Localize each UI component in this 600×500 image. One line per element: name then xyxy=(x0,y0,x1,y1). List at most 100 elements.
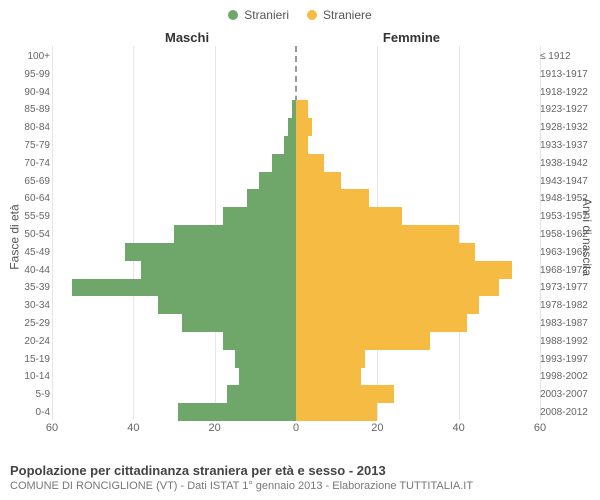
pyramid-row xyxy=(52,206,540,224)
y-tick-birth: 1958-1962 xyxy=(540,227,594,242)
legend-label-female: Straniere xyxy=(323,8,372,22)
y-tick-birth: 1983-1987 xyxy=(540,316,594,331)
y-tick-birth: 1998-2002 xyxy=(540,369,594,384)
x-tick: 60 xyxy=(46,422,58,434)
pyramid-row xyxy=(52,349,540,367)
bar-male xyxy=(239,368,296,386)
bar-female xyxy=(296,243,475,261)
y-tick-age: 80-84 xyxy=(10,120,50,135)
pyramid-row xyxy=(52,171,540,189)
bar-male xyxy=(284,136,296,154)
legend: Stranieri Straniere xyxy=(10,8,590,22)
pyramid-row xyxy=(52,188,540,206)
bar-male xyxy=(247,189,296,207)
bar-female xyxy=(296,314,467,332)
y-tick-age: 60-64 xyxy=(10,191,50,206)
bar-male xyxy=(227,385,296,403)
y-tick-age: 75-79 xyxy=(10,138,50,153)
x-axis-ticks: 6040200204060 xyxy=(52,422,540,438)
legend-item-male: Stranieri xyxy=(228,8,289,22)
pyramid-row xyxy=(52,384,540,402)
y-tick-birth: 1943-1947 xyxy=(540,174,594,189)
y-tick-age: 35-39 xyxy=(10,280,50,295)
bar-female xyxy=(296,403,377,421)
y-tick-birth: 1978-1982 xyxy=(540,298,594,313)
y-tick-age: 95-99 xyxy=(10,67,50,82)
bar-female xyxy=(296,136,308,154)
y-tick-birth: 1963-1967 xyxy=(540,245,594,260)
bar-female xyxy=(296,100,308,118)
pyramid-row xyxy=(52,224,540,242)
bar-female xyxy=(296,368,361,386)
bar-female xyxy=(296,332,430,350)
y-tick-age: 5-9 xyxy=(10,387,50,402)
y-tick-birth: 2003-2007 xyxy=(540,387,594,402)
bar-female xyxy=(296,154,324,172)
bar-female xyxy=(296,207,402,225)
legend-swatch-female xyxy=(307,10,317,20)
y-tick-age: 40-44 xyxy=(10,263,50,278)
y-tick-age: 20-24 xyxy=(10,334,50,349)
y-tick-age: 55-59 xyxy=(10,209,50,224)
pyramid-row xyxy=(52,46,540,64)
pyramid-row xyxy=(52,402,540,420)
x-tick: 20 xyxy=(209,422,221,434)
y-tick-birth: 1918-1922 xyxy=(540,85,594,100)
y-tick-age: 90-94 xyxy=(10,85,50,100)
x-tick: 0 xyxy=(293,422,299,434)
y-tick-birth: 1938-1942 xyxy=(540,156,594,171)
bar-female xyxy=(296,385,394,403)
pyramid-row xyxy=(52,313,540,331)
pyramid-row xyxy=(52,260,540,278)
pyramid-row xyxy=(52,82,540,100)
y-tick-birth: 1953-1957 xyxy=(540,209,594,224)
caption: Popolazione per cittadinanza straniera p… xyxy=(10,463,590,492)
plot-area xyxy=(52,46,540,420)
pyramid-row xyxy=(52,331,540,349)
bar-male xyxy=(182,314,296,332)
bar-female xyxy=(296,189,369,207)
bar-male xyxy=(158,296,296,314)
y-tick-birth: 1948-1952 xyxy=(540,191,594,206)
bar-male xyxy=(235,350,296,368)
legend-swatch-male xyxy=(228,10,238,20)
y-tick-age: 15-19 xyxy=(10,352,50,367)
y-tick-birth: 1988-1992 xyxy=(540,334,594,349)
y-tick-birth: 1973-1977 xyxy=(540,280,594,295)
y-tick-age: 65-69 xyxy=(10,174,50,189)
x-tick: 40 xyxy=(127,422,139,434)
y-tick-age: 85-89 xyxy=(10,102,50,117)
legend-label-male: Stranieri xyxy=(244,8,289,22)
y-tick-birth: ≤ 1912 xyxy=(540,49,594,64)
x-tick: 60 xyxy=(534,422,546,434)
bar-male xyxy=(141,261,296,279)
bar-male xyxy=(223,332,296,350)
pyramid-row xyxy=(52,367,540,385)
y-tick-age: 50-54 xyxy=(10,227,50,242)
y-tick-age: 100+ xyxy=(10,49,50,64)
bar-male xyxy=(288,118,296,136)
y-tick-birth: 1913-1917 xyxy=(540,67,594,82)
side-title-female: Femmine xyxy=(383,30,440,45)
legend-item-female: Straniere xyxy=(307,8,372,22)
y-tick-age: 10-14 xyxy=(10,369,50,384)
chart-container: Stranieri Straniere Maschi Femmine Fasce… xyxy=(0,0,600,500)
bar-male xyxy=(125,243,296,261)
x-tick: 40 xyxy=(453,422,465,434)
bar-male xyxy=(174,225,296,243)
bar-female xyxy=(296,279,499,297)
y-tick-birth: 1923-1927 xyxy=(540,102,594,117)
pyramid-row xyxy=(52,153,540,171)
pyramid-row xyxy=(52,135,540,153)
y-ticks-birth: ≤ 19121913-19171918-19221923-19271928-19… xyxy=(540,46,594,420)
pyramid-row xyxy=(52,295,540,313)
bar-female xyxy=(296,296,479,314)
x-tick: 20 xyxy=(371,422,383,434)
pyramid-row xyxy=(52,242,540,260)
y-tick-age: 0-4 xyxy=(10,405,50,420)
bar-female xyxy=(296,261,512,279)
bar-male xyxy=(223,207,296,225)
caption-subtitle: COMUNE DI RONCIGLIONE (VT) - Dati ISTAT … xyxy=(10,480,590,492)
bar-male xyxy=(272,154,296,172)
pyramid-row xyxy=(52,64,540,82)
